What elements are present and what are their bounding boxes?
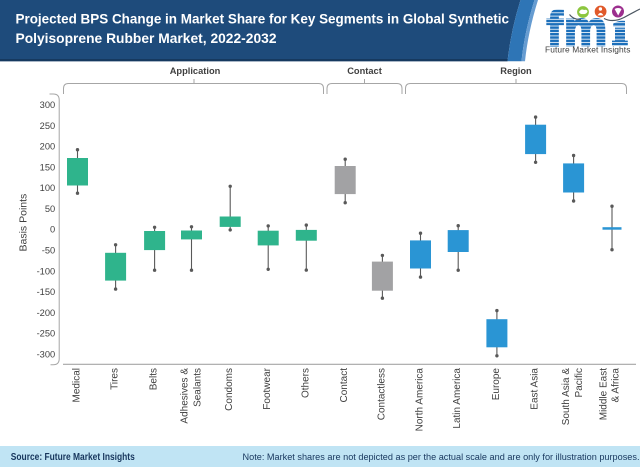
svg-text:Basis Points: Basis Points [18,194,30,252]
svg-text:Pacific: Pacific [574,368,585,397]
svg-text:Medical: Medical [72,368,83,402]
svg-text:150: 150 [40,162,56,172]
svg-text:-300: -300 [37,349,56,359]
svg-text:Tires: Tires [110,368,121,390]
svg-text:Adhesives &: Adhesives & [180,368,191,424]
svg-text:East Asia: East Asia [530,368,541,410]
svg-text:Middle East: Middle East [599,368,610,420]
svg-text:Projected BPS Change in Market: Projected BPS Change in Market Share for… [16,11,510,27]
svg-text:South Asia &: South Asia & [561,368,572,426]
svg-text:Europe: Europe [491,368,502,401]
svg-text:-150: -150 [37,287,56,297]
svg-text:200: 200 [40,142,56,152]
svg-text:Region: Region [500,66,532,76]
svg-text:Sealants: Sealants [193,368,204,407]
svg-text:Future Market Insights: Future Market Insights [545,45,631,55]
svg-text:Source: Future Market Insights: Source: Future Market Insights [11,452,135,463]
svg-text:Polyisoprene Rubber Market, 20: Polyisoprene Rubber Market, 2022-2032 [16,30,277,46]
svg-text:Latin America: Latin America [452,368,463,429]
svg-text:-50: -50 [42,246,55,256]
svg-text:-250: -250 [37,329,56,339]
svg-text:0: 0 [50,225,55,235]
svg-text:300: 300 [40,100,56,110]
svg-text:100: 100 [40,183,56,193]
svg-text:-100: -100 [37,266,56,276]
svg-text:250: 250 [40,121,56,131]
svg-text:-200: -200 [37,308,56,318]
svg-text:50: 50 [45,204,55,214]
svg-text:Note: Market shares are not de: Note: Market shares are not depicted as … [243,452,640,462]
svg-text:Contactless: Contactless [376,368,387,420]
svg-text:Belts: Belts [149,368,160,390]
svg-text:Contact: Contact [339,368,350,403]
svg-text:Contact: Contact [347,66,382,76]
svg-text:Application: Application [170,66,221,76]
svg-text:Condoms: Condoms [224,368,235,411]
svg-text:Footwear: Footwear [262,367,273,409]
svg-text:North America: North America [415,368,426,432]
svg-text:Others: Others [300,368,311,398]
svg-text:& Africa: & Africa [611,368,622,403]
